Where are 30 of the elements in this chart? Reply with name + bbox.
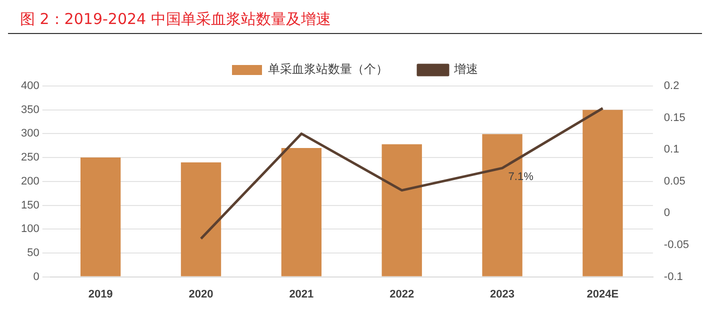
x-tick-label: 2021 — [289, 288, 314, 300]
x-tick-label: 2020 — [188, 288, 214, 300]
y2-tick-label: -0.05 — [664, 239, 690, 252]
y2-tick-label: 0.05 — [664, 175, 686, 188]
y2-tick-label: 0 — [664, 207, 670, 220]
chart-title: 图 2：2019-2024 中国单采血浆站数量及增速 — [8, 8, 702, 34]
bar — [582, 110, 623, 276]
y2-tick-label: 0.15 — [664, 112, 686, 124]
bar — [180, 162, 222, 276]
bar — [281, 148, 322, 276]
y-tick-label: 0 — [33, 270, 40, 283]
y2-tick-label: -0.1 — [664, 270, 683, 283]
x-tick-label: 2019 — [88, 288, 113, 300]
y-tick-label: 250 — [20, 152, 40, 164]
legend-label: 单采血浆站数量（个） — [268, 62, 388, 76]
bar — [382, 144, 422, 276]
y-tick-label: 50 — [27, 246, 40, 259]
y-tick-label: 300 — [20, 128, 40, 140]
y-tick-label: 200 — [20, 175, 40, 188]
y-tick-label: 350 — [20, 104, 40, 116]
y2-tick-label: 0.2 — [664, 80, 680, 92]
bar — [80, 158, 121, 276]
x-tick-label: 2022 — [390, 288, 414, 300]
y2-tick-label: 0.1 — [664, 144, 680, 156]
x-tick-label: 2024E — [586, 288, 619, 300]
y-tick-label: 100 — [20, 223, 40, 236]
y-tick-label: 400 — [20, 80, 40, 92]
legend-label: 增速 — [453, 62, 478, 76]
y-tick-label: 150 — [20, 199, 40, 212]
x-tick-label: 2023 — [490, 288, 515, 300]
